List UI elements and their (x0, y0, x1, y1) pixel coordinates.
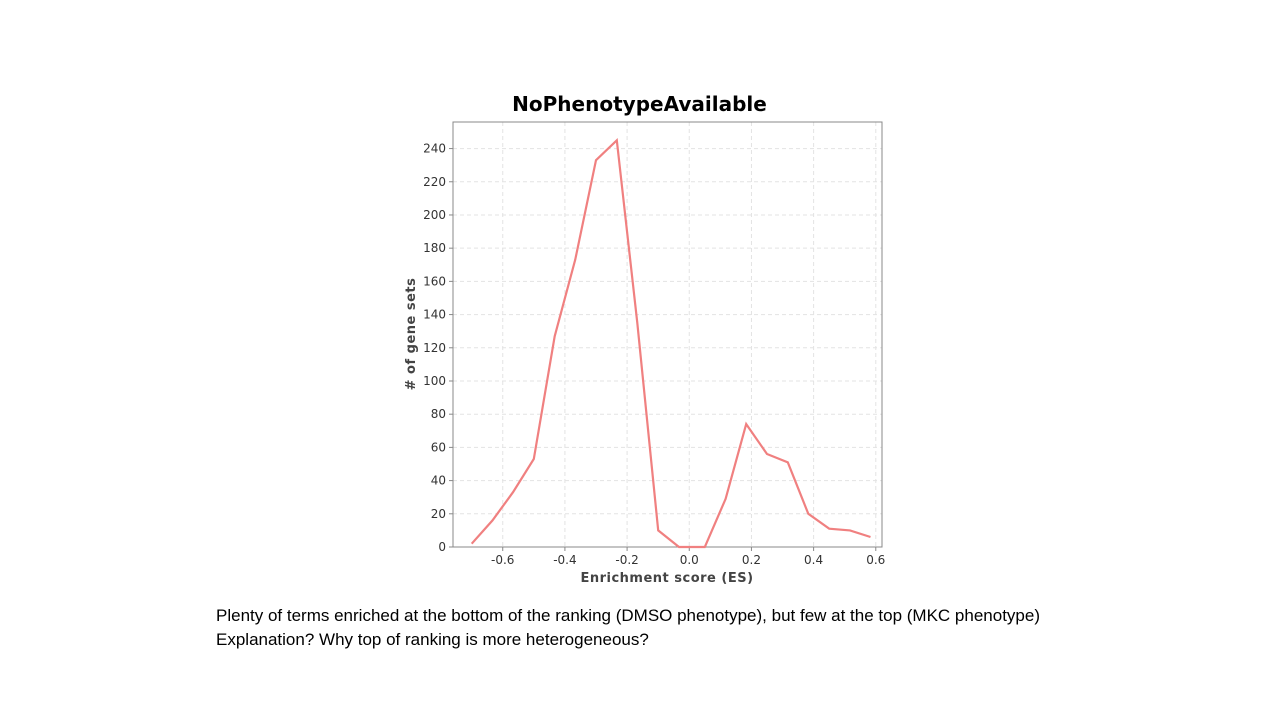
x-tick-label: -0.2 (615, 553, 638, 567)
chart-title: NoPhenotypeAvailable (512, 92, 767, 116)
plot-frame (452, 121, 883, 548)
y-tick-label: 120 (423, 341, 446, 355)
x-tick-label: 0.2 (742, 553, 761, 567)
y-tick-label: 80 (431, 407, 446, 421)
x-tick-label: 0.4 (804, 553, 823, 567)
x-tick-label: 0.6 (866, 553, 885, 567)
y-tick-label: 160 (423, 274, 446, 288)
y-tick-label: 40 (431, 474, 446, 488)
series-layer (470, 137, 871, 549)
y-tick-label: 220 (423, 175, 446, 189)
y-axis-label: # of gene sets (404, 278, 419, 391)
caption-line-1: Plenty of terms enriched at the bottom o… (216, 606, 1040, 625)
grid-layer (453, 122, 882, 548)
ticks-layer: -0.6 -0.4 -0.2 0.0 0.2 0.4 0.6 0 20 40 60 80 100 120 1… (423, 142, 885, 567)
y-tick-label: 240 (423, 142, 446, 156)
caption-line-2: Explanation? Why top of ranking is more … (216, 630, 649, 649)
x-tick-label: -0.4 (553, 553, 576, 567)
y-tick-label: 140 (423, 308, 446, 322)
y-tick-label: 100 (423, 374, 446, 388)
y-tick-label: 0 (438, 540, 446, 554)
x-axis-label: Enrichment score (ES) (580, 571, 753, 586)
y-tick-label: 60 (431, 440, 446, 454)
y-tick-label: 180 (423, 241, 446, 255)
y-tick-label: 20 (431, 507, 446, 521)
series-line (470, 137, 871, 549)
x-tick-label: 0.0 (680, 553, 699, 567)
x-tick-label: -0.6 (491, 553, 514, 567)
y-tick-label: 200 (423, 208, 446, 222)
